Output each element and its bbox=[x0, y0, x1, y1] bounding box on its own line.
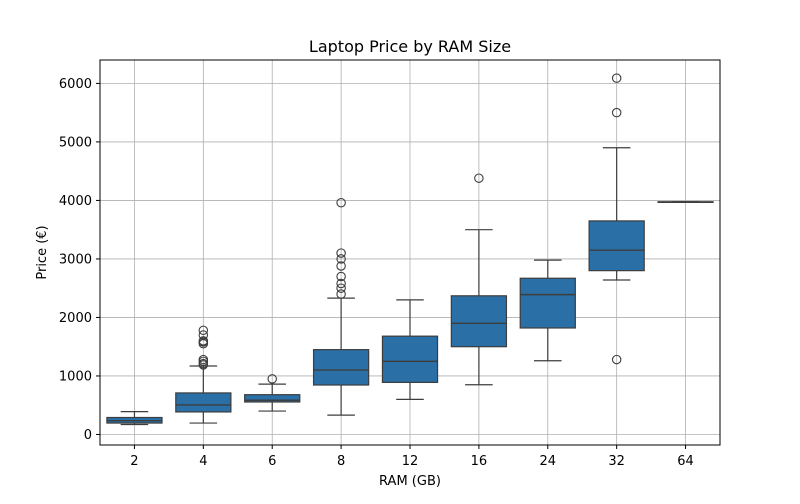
y-axis-label: Price (€) bbox=[35, 225, 50, 279]
box-2 bbox=[106, 411, 163, 426]
y-tick-label: 0 bbox=[84, 428, 92, 443]
x-tick-label: 64 bbox=[677, 454, 694, 469]
x-tick-label: 2 bbox=[130, 454, 138, 469]
outlier-point bbox=[611, 73, 622, 83]
chart-title: Laptop Price by RAM Size bbox=[309, 37, 511, 56]
box-layer bbox=[106, 73, 714, 426]
outlier-point bbox=[198, 354, 209, 365]
outlier-point bbox=[474, 173, 484, 183]
outlier-point bbox=[336, 248, 346, 258]
x-tick-label: 32 bbox=[608, 454, 625, 469]
outlier-point bbox=[611, 107, 622, 118]
box-6 bbox=[244, 374, 301, 412]
y-tick-label: 5000 bbox=[59, 135, 92, 150]
y-tick-label: 6000 bbox=[59, 77, 92, 92]
y-tick-label: 1000 bbox=[59, 369, 92, 384]
outlier-point bbox=[336, 198, 346, 208]
outlier-point bbox=[267, 374, 277, 384]
box-64 bbox=[657, 201, 714, 203]
y-tick-label: 4000 bbox=[59, 194, 92, 209]
outlier-point bbox=[336, 283, 346, 293]
outlier-point bbox=[198, 330, 209, 340]
iqr-box bbox=[519, 277, 576, 329]
x-tick-label: 8 bbox=[337, 454, 345, 469]
x-tick-label: 6 bbox=[268, 454, 276, 469]
outlier-point bbox=[336, 271, 346, 282]
outlier-point bbox=[336, 278, 346, 289]
outlier-point bbox=[198, 325, 209, 336]
iqr-box bbox=[175, 392, 232, 413]
box-24 bbox=[519, 259, 576, 362]
y-tick-label: 3000 bbox=[59, 252, 92, 267]
iqr-box bbox=[312, 349, 370, 386]
outlier-point bbox=[336, 289, 346, 299]
outlier-point bbox=[336, 254, 346, 264]
box-32 bbox=[588, 73, 645, 365]
x-tick-label: 24 bbox=[540, 454, 557, 469]
iqr-box bbox=[588, 220, 645, 272]
outlier-point bbox=[198, 336, 209, 346]
x-tick-label: 4 bbox=[199, 454, 207, 469]
x-tick-label: 12 bbox=[402, 454, 419, 469]
iqr-box bbox=[381, 335, 439, 383]
box-4 bbox=[175, 325, 232, 424]
box-16 bbox=[450, 173, 508, 386]
box-8 bbox=[312, 198, 370, 416]
box-12 bbox=[381, 299, 439, 400]
x-tick-label: 16 bbox=[471, 454, 488, 469]
outlier-point bbox=[611, 354, 622, 365]
iqr-box bbox=[244, 394, 301, 403]
x-axis-label: RAM (GB) bbox=[379, 474, 441, 489]
outlier-point bbox=[336, 261, 346, 271]
y-tick-label: 2000 bbox=[59, 311, 92, 326]
iqr-box bbox=[450, 295, 508, 348]
outlier-point bbox=[198, 358, 209, 369]
